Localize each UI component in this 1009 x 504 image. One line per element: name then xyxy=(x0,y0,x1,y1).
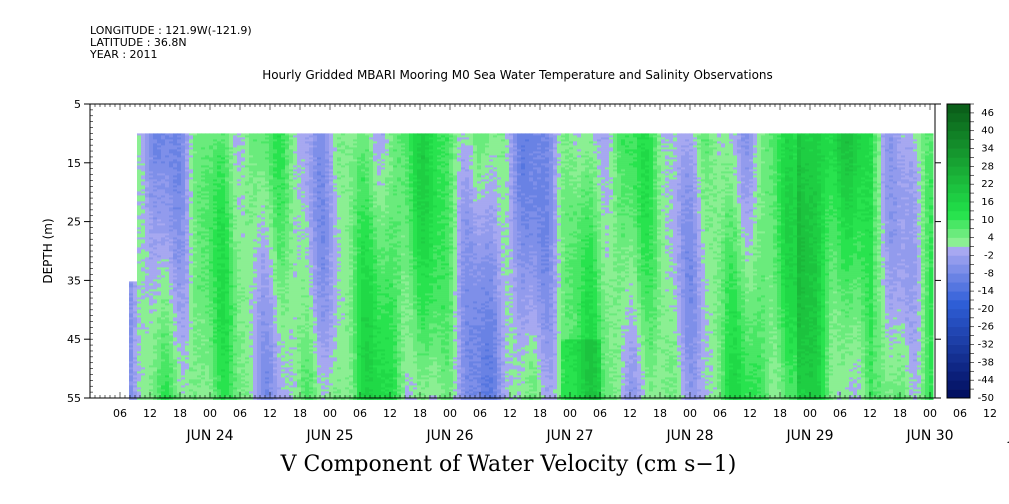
heatmap-plot-area xyxy=(129,133,934,400)
